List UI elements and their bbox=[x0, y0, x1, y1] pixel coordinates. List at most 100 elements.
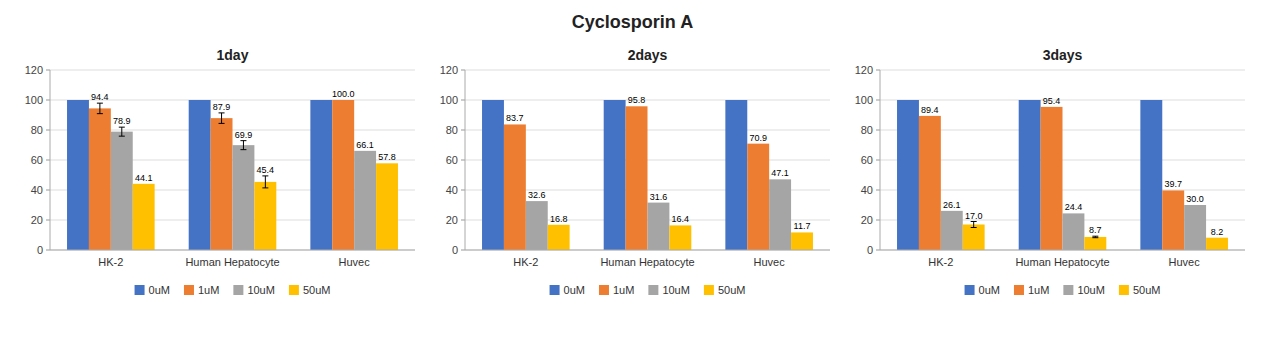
bar bbox=[482, 100, 504, 250]
legend-swatch bbox=[135, 285, 145, 295]
figure-title: Cyclosporin A bbox=[572, 12, 693, 32]
error-cap bbox=[262, 187, 268, 188]
bar bbox=[648, 203, 670, 250]
legend-item: 1uM bbox=[1014, 284, 1049, 296]
bar bbox=[769, 179, 791, 250]
bar bbox=[1184, 205, 1206, 250]
legend-label: 50uM bbox=[718, 284, 746, 296]
legend-swatch bbox=[233, 285, 243, 295]
y-tick-label: 60 bbox=[31, 154, 43, 166]
marks bbox=[482, 100, 813, 250]
legend-label: 50uM bbox=[303, 284, 331, 296]
data-label: 31.6 bbox=[650, 192, 668, 202]
error-stem bbox=[243, 141, 244, 150]
legend-label: 1uM bbox=[1028, 284, 1049, 296]
grid-line bbox=[465, 250, 830, 251]
error-cap bbox=[1092, 237, 1098, 238]
error-cap bbox=[240, 149, 246, 150]
data-label: 95.8 bbox=[628, 95, 646, 105]
x-tick-label: Huvec bbox=[754, 256, 786, 268]
data-label: 78.9 bbox=[113, 116, 131, 126]
legend-swatch bbox=[289, 285, 299, 295]
legend: 0uM1uM10uM50uM bbox=[550, 284, 746, 296]
bar bbox=[897, 100, 919, 250]
x-tick-label: HK-2 bbox=[98, 256, 123, 268]
grid-line bbox=[880, 100, 1245, 101]
y-tick bbox=[461, 250, 465, 251]
error-stem bbox=[973, 222, 974, 228]
y-tick bbox=[46, 190, 50, 191]
y-tick bbox=[876, 70, 880, 71]
legend-swatch bbox=[550, 285, 560, 295]
data-label: 66.1 bbox=[356, 140, 374, 150]
legend-item: 0uM bbox=[550, 284, 585, 296]
error-cap bbox=[262, 175, 268, 176]
bar bbox=[526, 201, 548, 250]
y-tick bbox=[46, 250, 50, 251]
x-tick-label: Human Hepatocyte bbox=[600, 256, 694, 268]
chart-title: 3days bbox=[1043, 47, 1083, 63]
bar bbox=[919, 116, 941, 250]
y-tick-label: 100 bbox=[855, 94, 873, 106]
error-bar bbox=[219, 113, 225, 124]
y-tick-label: 80 bbox=[31, 124, 43, 136]
bar bbox=[941, 211, 963, 250]
page: {"title": "Cyclosporin A", "chart_data":… bbox=[0, 0, 1265, 343]
bar bbox=[233, 145, 255, 250]
data-label: 100.0 bbox=[332, 89, 355, 99]
grid-line bbox=[50, 70, 415, 71]
y-tick-label: 0 bbox=[37, 244, 43, 256]
data-labels: 94.487.9100.078.969.966.144.145.457.8 bbox=[91, 89, 396, 183]
legend-swatch bbox=[599, 285, 609, 295]
y-tick bbox=[461, 160, 465, 161]
bar bbox=[354, 151, 376, 250]
legend-label: 1uM bbox=[613, 284, 634, 296]
legend-label: 1uM bbox=[198, 284, 219, 296]
bar bbox=[254, 182, 276, 250]
bar bbox=[332, 100, 354, 250]
error-cap bbox=[1092, 236, 1098, 237]
y-tick-label: 120 bbox=[855, 64, 873, 76]
bar bbox=[1041, 107, 1063, 250]
x-tick-label: Huvec bbox=[1169, 256, 1201, 268]
data-label: 69.9 bbox=[235, 130, 253, 140]
x-tick-label: Human Hepatocyte bbox=[1015, 256, 1109, 268]
data-label: 95.4 bbox=[1043, 96, 1061, 106]
legend-label: 0uM bbox=[979, 284, 1000, 296]
x-axis bbox=[465, 250, 830, 251]
y-tick-label: 40 bbox=[31, 184, 43, 196]
bar bbox=[1019, 100, 1041, 250]
legend-item: 50uM bbox=[1119, 284, 1161, 296]
legend-swatch bbox=[704, 285, 714, 295]
grid-line bbox=[880, 70, 1245, 71]
bar bbox=[725, 100, 747, 250]
y-tick-label: 120 bbox=[440, 64, 458, 76]
data-label: 39.7 bbox=[1164, 179, 1182, 189]
bar bbox=[1206, 238, 1228, 250]
marks bbox=[897, 100, 1228, 250]
y-tick-label: 60 bbox=[446, 154, 458, 166]
error-cap bbox=[971, 227, 977, 228]
background bbox=[0, 0, 1265, 343]
bar bbox=[1063, 213, 1085, 250]
legend-label: 10uM bbox=[1077, 284, 1105, 296]
y-axis bbox=[880, 70, 881, 250]
legend-item: 50uM bbox=[289, 284, 331, 296]
y-tick bbox=[461, 220, 465, 221]
legend-swatch bbox=[1119, 285, 1129, 295]
x-tick-label: Huvec bbox=[339, 256, 371, 268]
bar bbox=[67, 100, 89, 250]
error-bar bbox=[1092, 236, 1098, 238]
y-tick bbox=[461, 190, 465, 191]
panel: 02040608010012094.487.9100.078.969.966.1… bbox=[25, 47, 415, 296]
y-axis bbox=[465, 70, 466, 250]
error-cap bbox=[971, 221, 977, 222]
y-tick bbox=[876, 250, 880, 251]
bar bbox=[604, 100, 626, 250]
y-tick bbox=[461, 70, 465, 71]
chart-title: 2days bbox=[628, 47, 668, 63]
data-label: 70.9 bbox=[749, 133, 767, 143]
error-bar bbox=[119, 127, 125, 136]
y-tick bbox=[46, 220, 50, 221]
y-axis bbox=[50, 70, 51, 250]
